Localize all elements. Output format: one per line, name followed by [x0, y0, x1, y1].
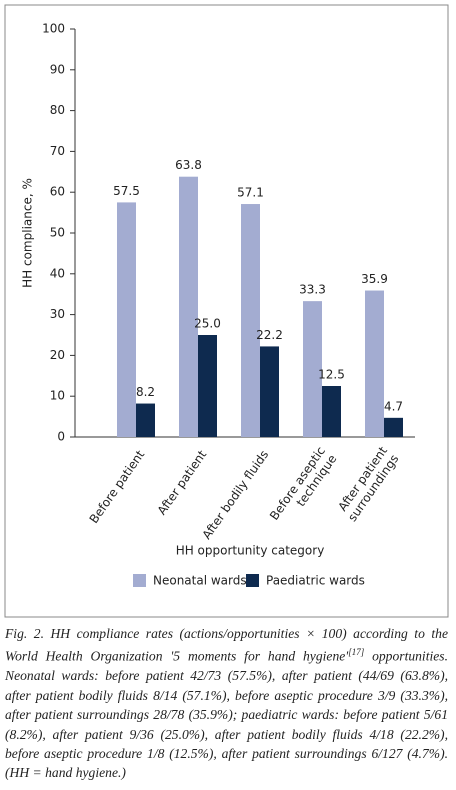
y-tick-label: 50: [50, 226, 65, 240]
frame: [4, 4, 449, 618]
caption: Fig. 2. HH compliance rates (actions/opp…: [5, 624, 448, 783]
value-label: 33.3: [299, 283, 326, 297]
bar: [365, 290, 384, 437]
value-label: 22.2: [256, 328, 283, 342]
bar: [198, 335, 217, 437]
y-tick-label: 40: [50, 266, 65, 280]
y-tick-label: 60: [50, 185, 65, 199]
bar: [117, 202, 136, 437]
legend-label: Neonatal wards: [153, 574, 247, 588]
value-label: 25.0: [194, 317, 221, 331]
x-tick-label: After patient: [155, 447, 210, 517]
bar: [303, 301, 322, 437]
y-tick-label: 0: [57, 430, 65, 444]
caption-text: Fig. 2. HH compliance rates (actions/opp…: [5, 626, 448, 664]
y-axis-title: HH compliance, %: [21, 178, 35, 288]
y-tick-label: 90: [50, 62, 65, 76]
x-tick-label: Before aseptictechnique: [267, 444, 339, 531]
bar: [322, 386, 341, 437]
x-tick-label: After bodily fluids: [200, 448, 272, 542]
y-tick-label: 100: [42, 22, 65, 36]
x-tick-label: Before patient: [87, 447, 148, 526]
value-label: 63.8: [175, 158, 202, 172]
y-tick-label: 20: [50, 348, 65, 362]
legend-swatch: [133, 574, 146, 587]
bar: [179, 176, 198, 438]
legend-swatch: [246, 574, 259, 587]
bar: [136, 403, 155, 437]
value-label: 35.9: [361, 272, 388, 286]
caption-text: opportunities. Neonatal wards: before pa…: [5, 648, 448, 781]
bar: [241, 204, 260, 437]
y-tick-label: 80: [50, 103, 65, 117]
citation: [17]: [348, 647, 365, 658]
value-label: 12.5: [318, 368, 345, 382]
value-label: 8.2: [136, 385, 155, 399]
y-tick-label: 70: [50, 144, 65, 158]
legend-label: Paediatric wards: [266, 574, 365, 588]
bar: [384, 417, 403, 437]
y-tick-label: 10: [50, 389, 65, 403]
bar: [260, 346, 279, 437]
chart: HH compliance, % HH opportunity category…: [4, 4, 449, 618]
value-label: 57.5: [113, 184, 140, 198]
value-label: 4.7: [384, 399, 403, 413]
value-label: 57.1: [237, 186, 264, 200]
x-axis-title: HH opportunity category: [176, 544, 325, 558]
x-tick-label: After patientsurroundings: [333, 443, 401, 523]
y-tick-label: 30: [50, 307, 65, 321]
